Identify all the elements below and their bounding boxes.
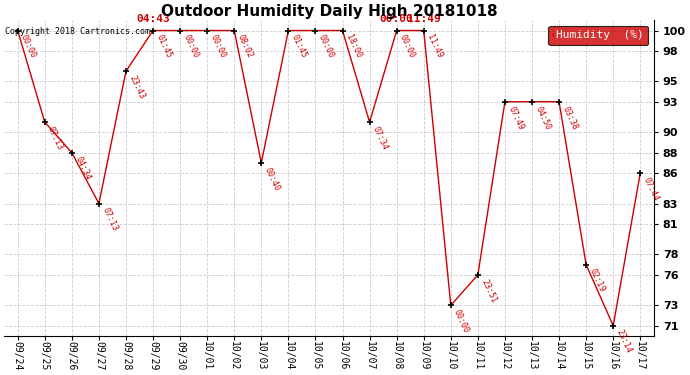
Text: 08:02: 08:02 [236,33,255,60]
Text: 04:43: 04:43 [136,14,170,24]
Text: 00:00: 00:00 [380,14,413,24]
Title: Outdoor Humidity Daily High 20181018: Outdoor Humidity Daily High 20181018 [161,4,497,19]
Text: 01:45: 01:45 [290,33,308,60]
Text: 07:44: 07:44 [642,176,660,202]
Text: 00:00: 00:00 [208,33,227,60]
Text: 23:14: 23:14 [615,328,633,355]
Text: 00:00: 00:00 [452,308,471,334]
Text: 11:49: 11:49 [425,33,444,60]
Text: 00:00: 00:00 [181,33,200,60]
Text: 23:51: 23:51 [480,278,498,304]
Text: 07:13: 07:13 [46,125,65,152]
Text: 03:38: 03:38 [560,105,579,131]
Legend: Humidity  (%): Humidity (%) [549,26,648,45]
Text: 01:45: 01:45 [155,33,173,60]
Text: 04:50: 04:50 [533,105,552,131]
Text: 00:00: 00:00 [398,33,417,60]
Text: 02:19: 02:19 [587,267,607,294]
Text: 00:00: 00:00 [317,33,335,60]
Text: Copyright 2018 Cartronics.com: Copyright 2018 Cartronics.com [6,27,150,36]
Text: 07:49: 07:49 [506,105,525,131]
Text: 00:00: 00:00 [19,33,38,60]
Text: 04:34: 04:34 [73,156,92,182]
Text: 00:40: 00:40 [263,166,282,192]
Text: 11:49: 11:49 [407,14,441,24]
Text: 07:34: 07:34 [371,125,390,152]
Text: 23:43: 23:43 [128,74,146,100]
Text: 18:00: 18:00 [344,33,363,60]
Text: 07:13: 07:13 [100,206,119,233]
